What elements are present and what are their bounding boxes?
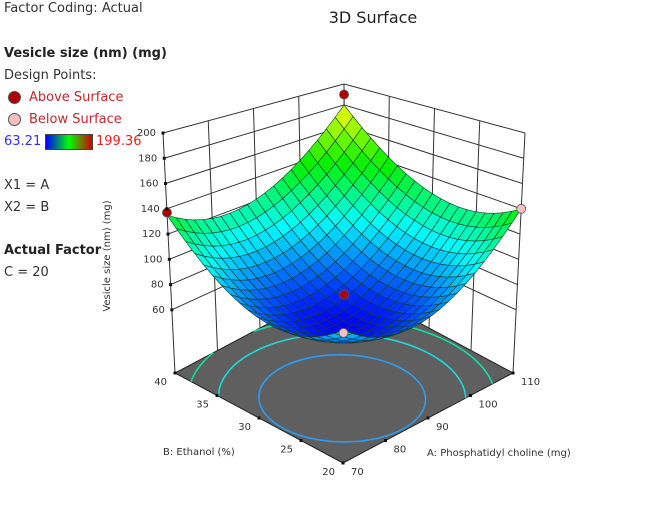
z-tick-label: 60	[152, 305, 165, 316]
contour-line-80	[258, 353, 427, 443]
legend-below-surface: Below Surface	[8, 112, 122, 127]
b-tick-label: 30	[238, 422, 251, 433]
z-tick-mark	[169, 283, 173, 287]
z-tick-label: 200	[137, 128, 156, 139]
b-tick-mark	[215, 394, 219, 397]
z-tick-label: 100	[143, 254, 162, 265]
actual-factor-title: Actual Factor	[4, 243, 102, 258]
a-tick-label: 70	[351, 467, 364, 478]
z-tick-label: 80	[151, 280, 164, 291]
a-tick-mark	[384, 439, 387, 442]
chart-title: 3D Surface	[328, 8, 418, 27]
x1-mapping: X1 = A	[4, 178, 50, 193]
z-tick-mark	[161, 131, 165, 135]
a-tick-label: 100	[479, 400, 498, 411]
a-axis-label: A: Phosphatidyl choline (mg)	[427, 448, 571, 459]
b-axis-label: B: Ethanol (%)	[163, 447, 235, 458]
z-tick-mark	[167, 257, 171, 261]
design-point-above	[339, 289, 349, 300]
x2-mapping: X2 = B	[4, 200, 50, 215]
z-tick-label: 120	[142, 229, 161, 240]
factor-coding-label: Factor Coding: Actual	[4, 1, 143, 16]
b-tick-mark	[299, 439, 303, 442]
legend-above-surface: Above Surface	[8, 90, 123, 105]
colorbar	[45, 134, 93, 150]
a-tick-label: 90	[436, 422, 449, 433]
b-tick-mark	[341, 461, 345, 465]
above-surface-marker-icon	[8, 91, 21, 104]
design-point-below	[338, 327, 349, 338]
z-tick-mark	[162, 156, 166, 160]
actual-factor-value: C = 20	[4, 265, 49, 280]
a-tick-mark	[511, 371, 515, 375]
design-points-label: Design Points:	[4, 68, 97, 83]
a-tick-mark	[426, 416, 430, 420]
z-tick-mark	[164, 182, 168, 186]
z-tick-label: 180	[138, 153, 157, 164]
b-tick-mark	[257, 416, 261, 420]
below-surface-label: Below Surface	[29, 112, 122, 127]
z-tick-mark	[165, 207, 169, 211]
a-tick-mark	[469, 394, 472, 397]
z-axis-label: Vesicle size (nm) (mg)	[102, 200, 113, 311]
b-tick-label: 20	[322, 467, 335, 478]
colorbar-min: 63.21	[4, 134, 42, 149]
z-tick-label: 160	[139, 179, 158, 190]
design-point-below	[516, 203, 527, 214]
above-surface-label: Above Surface	[29, 90, 124, 105]
z-tick-mark	[166, 232, 170, 236]
response-surface	[166, 104, 522, 344]
response-name: Vesicle size (nm) (mg)	[4, 46, 167, 61]
design-point-above	[339, 89, 349, 100]
b-tick-mark	[173, 371, 177, 375]
b-tick-label: 25	[280, 445, 293, 456]
b-tick-label: 35	[196, 400, 209, 411]
a-tick-label: 110	[521, 377, 540, 388]
wall-gridline-b20	[512, 132, 526, 374]
a-tick-label: 80	[394, 445, 407, 456]
axis-ticks: 60 80 100 120 140 160 180 200 70 80 90 100 110 20 25 30…	[137, 128, 540, 478]
z-tick-label: 140	[141, 204, 160, 215]
z-tick-mark	[170, 308, 174, 312]
wall-gridline-a70	[162, 132, 176, 374]
below-surface-marker-icon	[8, 113, 21, 126]
b-tick-label: 40	[154, 377, 167, 388]
colorbar-max: 199.36	[96, 134, 142, 149]
